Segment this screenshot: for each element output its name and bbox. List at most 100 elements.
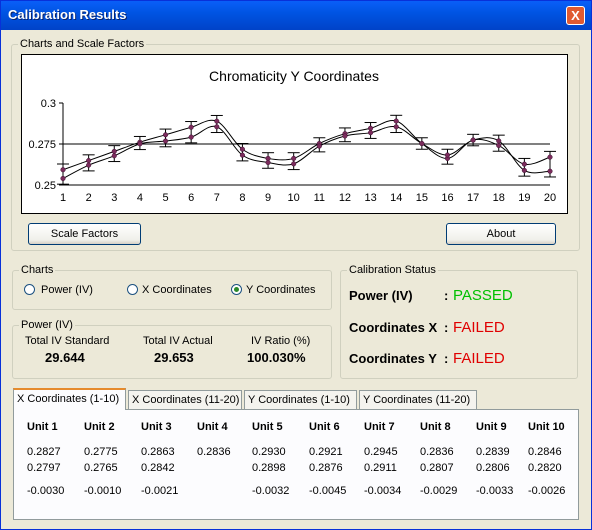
series-2-point	[111, 153, 117, 159]
column-header: Unit 9	[476, 421, 507, 433]
chart-title: Chromaticity Y Coordinates	[209, 68, 379, 84]
radio-power-iv[interactable]: Power (IV)	[24, 283, 93, 297]
radio-x-coordinates[interactable]: X Coordinates	[127, 283, 212, 297]
table-cell-row2: 0.2806	[476, 462, 510, 474]
table-cell-row2: 0.2911	[364, 462, 397, 474]
x-tick-label: 14	[390, 192, 402, 204]
series-1-point	[393, 118, 399, 124]
calibration-status-group: Calibration Status	[340, 264, 578, 379]
y-tick-label: 0.25	[35, 180, 56, 192]
column-header: Unit 4	[197, 421, 228, 433]
series-1-point	[86, 158, 92, 164]
series-2-point	[214, 124, 220, 130]
table-cell-row2: 0.2842	[141, 462, 175, 474]
close-button[interactable]: X	[566, 6, 585, 25]
table-cell-row3: -0.0032	[252, 485, 290, 497]
table-cell-row1: 0.2775	[84, 446, 118, 458]
power-iv-group: Power (IV)	[12, 319, 332, 379]
table-cell-row3: -0.0045	[309, 485, 347, 497]
about-button[interactable]: About	[446, 223, 556, 245]
table-cell-row1: 0.2839	[476, 446, 510, 458]
tab-x-coordinates-11-20[interactable]: X Coordinates (11-20)	[128, 390, 242, 409]
column-header: Unit 2	[84, 421, 115, 433]
x-tick-label: 1	[60, 192, 66, 204]
radio-x-coordinates-label: X Coordinates	[142, 284, 212, 296]
column-header: Unit 6	[309, 421, 340, 433]
x-tick-label: 11	[314, 192, 325, 204]
series-2-point	[393, 124, 399, 130]
table-cell-row2: 0.2797	[27, 462, 61, 474]
x-tick-label: 15	[416, 192, 428, 204]
table-cell-row2: 0.2765	[84, 462, 118, 474]
coordinates-y-label: Coordinates Y	[349, 351, 437, 366]
tab-panel: Unit 1 Unit 2 Unit 3 Unit 4 Unit 5 Unit 6 Unit…	[13, 409, 579, 520]
x-tick-label: 4	[137, 192, 143, 204]
series-2-point	[291, 161, 297, 167]
column-header: Unit 3	[141, 421, 172, 433]
series-2-point	[470, 137, 476, 143]
radio-y-coordinates-button[interactable]	[231, 284, 242, 295]
charts-radio-label: Charts	[21, 264, 54, 276]
table-cell-row3: -0.0029	[420, 485, 458, 497]
coordinates-y-colon: :	[444, 351, 449, 366]
table-cell-row2: 0.2898	[252, 462, 286, 474]
radio-power-iv-label: Power (IV)	[41, 284, 93, 296]
series-2-point	[239, 152, 245, 158]
x-tick-label: 13	[364, 192, 376, 204]
power-status-colon: :	[444, 288, 449, 303]
x-tick-label: 12	[339, 192, 351, 204]
series-1-point	[111, 148, 117, 154]
radio-y-coordinates[interactable]: Y Coordinates	[231, 283, 316, 297]
column-header: Unit 5	[252, 421, 283, 433]
radio-y-coordinates-label: Y Coordinates	[246, 284, 316, 296]
table-cell-row1: 0.2863	[141, 446, 175, 458]
scale-factors-button[interactable]: Scale Factors	[28, 223, 141, 245]
table-cell-row3: -0.0010	[84, 485, 122, 497]
series-1-point	[188, 124, 194, 130]
series-1-point	[214, 118, 220, 124]
table-cell-row3: -0.0026	[528, 485, 566, 497]
x-tick-label: 7	[214, 192, 220, 204]
series-2-point	[265, 159, 271, 166]
power-iv-group-label: Power (IV)	[21, 319, 73, 331]
tab-y-coordinates-11-20[interactable]: Y Coordinates (11-20)	[359, 390, 477, 409]
tab-x-coordinates-1-10[interactable]: X Coordinates (1-10)	[13, 388, 126, 410]
column-header: Unit 7	[364, 421, 395, 433]
series-2-point	[188, 134, 194, 140]
x-tick-label: 9	[265, 192, 271, 204]
table-cell-row3: -0.0033	[476, 485, 514, 497]
tab-y-coordinates-1-10[interactable]: Y Coordinates (1-10)	[244, 390, 357, 409]
x-tick-label: 5	[162, 192, 168, 204]
radio-power-iv-button[interactable]	[24, 284, 35, 295]
series-2-point	[444, 152, 451, 158]
coordinates-x-value: FAILED	[453, 319, 505, 336]
charts-scale-factors-group: Charts and Scale Factors	[11, 38, 580, 251]
radio-x-coordinates-button[interactable]	[127, 284, 138, 295]
series-1-point	[239, 146, 245, 152]
x-tick-label: 17	[467, 192, 479, 204]
series-1-point	[368, 125, 374, 131]
iv-ratio-value: 100.030%	[247, 350, 306, 365]
x-tick-label: 16	[441, 192, 453, 204]
total-iv-standard-label: Total IV Standard	[25, 335, 110, 347]
table-cell-row1: 0.2827	[27, 446, 61, 458]
table-cell-row3: -0.0021	[141, 485, 179, 497]
series-1-point	[291, 155, 297, 161]
table-cell-row2: 0.2876	[309, 462, 343, 474]
x-tick-label: 19	[518, 192, 530, 204]
series-2-point	[419, 140, 425, 147]
x-tick-label: 2	[86, 192, 92, 204]
x-tick-label: 3	[111, 192, 117, 204]
table-cell-row1: 0.2836	[197, 446, 231, 458]
series-1-point	[547, 154, 553, 160]
total-iv-standard-value: 29.644	[45, 350, 85, 365]
calibration-status-label: Calibration Status	[349, 264, 436, 276]
title-bar[interactable]: Calibration Results X	[1, 1, 591, 30]
series-2-point	[496, 138, 502, 144]
charts-scale-factors-label: Charts and Scale Factors	[20, 38, 145, 50]
series-2-point	[137, 141, 143, 147]
x-tick-label: 6	[188, 192, 194, 204]
column-header: Unit 10	[528, 421, 565, 433]
table-cell-row1: 0.2921	[309, 446, 343, 458]
